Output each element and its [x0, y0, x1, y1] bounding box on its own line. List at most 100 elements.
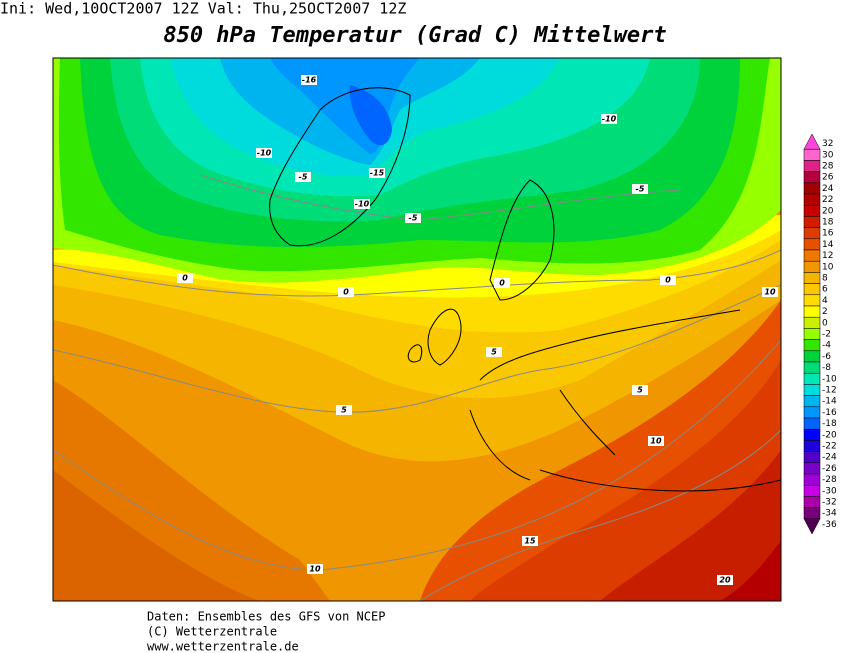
colorbar-label: -20 — [822, 430, 837, 440]
contour-label: 5 — [341, 406, 347, 415]
colorbar-swatch — [803, 462, 821, 475]
colorbar-swatch — [803, 272, 821, 284]
contour-label: 5 — [637, 386, 643, 395]
colorbar-label: -6 — [822, 352, 831, 362]
colorbar-label: -28 — [822, 475, 837, 485]
colorbar-swatch — [803, 417, 821, 430]
contour-label-box — [632, 184, 648, 194]
contour-label: -10 — [355, 200, 370, 209]
colorbar-swatch — [803, 294, 821, 307]
contour-label-box — [336, 405, 352, 415]
colorbar-label: -22 — [822, 442, 837, 452]
colorbar-swatch — [803, 249, 821, 262]
contour-lines — [53, 174, 781, 601]
colorbar-label: -26 — [822, 464, 837, 474]
contour-label-box — [601, 114, 617, 124]
colorbar-label: 6 — [822, 285, 828, 295]
colorbar-swatch — [803, 384, 821, 396]
colorbar-swatch — [803, 148, 821, 161]
contour-label-box — [338, 287, 354, 297]
colorbar-label: -16 — [822, 408, 837, 418]
colorbar-swatch — [803, 451, 821, 464]
colorbar-label: 32 — [822, 139, 833, 149]
contour-label: 20 — [719, 576, 731, 585]
contour-label: 15 — [524, 537, 536, 546]
contour-label: -15 — [370, 169, 385, 178]
colorbar-swatch — [803, 350, 821, 363]
contour-label: -5 — [299, 173, 308, 182]
contour-label-box — [405, 213, 421, 223]
contour-label-box — [354, 199, 370, 209]
contour-label: -10 — [257, 149, 272, 158]
contour-label: 10 — [764, 288, 776, 297]
coastlines — [269, 87, 781, 492]
colorbar-swatch — [803, 484, 821, 497]
footer-url: www.wetterzentrale.de — [147, 640, 299, 653]
colorbar-label: -10 — [822, 374, 837, 384]
colorbar-label: 30 — [822, 150, 834, 160]
colorbar-label: 16 — [822, 229, 834, 239]
contour-label-box — [369, 168, 385, 178]
contour-label: 0 — [665, 276, 671, 285]
footer-copyright: (C) Wetterzentrale — [147, 625, 277, 639]
colorbar-label: 24 — [822, 184, 834, 194]
field-zone — [53, 470, 260, 601]
colorbar-label: 28 — [822, 162, 834, 172]
contour-label: -10 — [602, 115, 617, 124]
colorbar-label: 0 — [822, 318, 828, 328]
colorbar-label: -12 — [822, 386, 837, 396]
contour-label-box — [494, 278, 510, 288]
contour-label-box — [295, 172, 311, 182]
colorbar-swatch — [803, 305, 821, 318]
colorbar-swatch — [803, 204, 821, 217]
colorbar-label: -4 — [822, 341, 831, 351]
colorbar-label: 26 — [822, 173, 834, 183]
colorbar-swatch — [803, 428, 821, 441]
colorbar-label: -2 — [822, 330, 831, 340]
colorbar-swatch — [803, 182, 821, 195]
contour-label-box — [717, 575, 733, 585]
field-zone — [349, 85, 392, 146]
colorbar-swatch — [803, 328, 821, 340]
contour-label: 0 — [343, 288, 349, 297]
colorbar-label: 2 — [822, 307, 828, 317]
contour-label: 0 — [182, 274, 188, 283]
colorbar-swatch — [803, 361, 821, 374]
colorbar-swatch — [803, 133, 821, 150]
colorbar-swatch — [803, 395, 821, 408]
contour-label-box — [486, 347, 502, 357]
colorbar-label: 18 — [822, 218, 834, 228]
map-field — [53, 58, 781, 601]
contour-label-box — [762, 287, 778, 297]
colorbar-label: 10 — [822, 262, 834, 272]
footer-source: Daten: Ensembles des GFS von NCEP — [147, 610, 385, 624]
colorbar-label: -8 — [822, 363, 831, 373]
colorbar-label: -32 — [822, 498, 837, 508]
contour-label: 0 — [499, 279, 505, 288]
contour-label: 10 — [309, 565, 321, 574]
colorbar-label: -18 — [822, 419, 837, 429]
colorbar-label: -24 — [822, 453, 837, 463]
colorbar-swatch — [803, 518, 821, 535]
contour-label: 5 — [491, 348, 497, 357]
colorbar: 32302826242220181614121086420-2-4-6-8-10… — [803, 133, 837, 535]
colorbar-label: 14 — [822, 240, 834, 250]
contour-label: 10 — [650, 437, 662, 446]
contour-label: -5 — [636, 185, 645, 194]
contour-label-box — [307, 564, 323, 574]
colorbar-label: 8 — [822, 274, 828, 284]
colorbar-label: 12 — [822, 251, 833, 261]
colorbar-swatch — [803, 406, 821, 419]
colorbar-swatch — [803, 227, 821, 240]
colorbar-swatch — [803, 316, 821, 329]
contour-label-box — [632, 385, 648, 395]
map-frame — [52, 57, 782, 602]
colorbar-label: -34 — [822, 509, 837, 519]
colorbar-swatch — [803, 507, 821, 520]
field-zone — [720, 540, 781, 601]
contour-label: -5 — [409, 214, 418, 223]
colorbar-swatch — [803, 372, 821, 385]
contour-label-box — [522, 536, 538, 546]
